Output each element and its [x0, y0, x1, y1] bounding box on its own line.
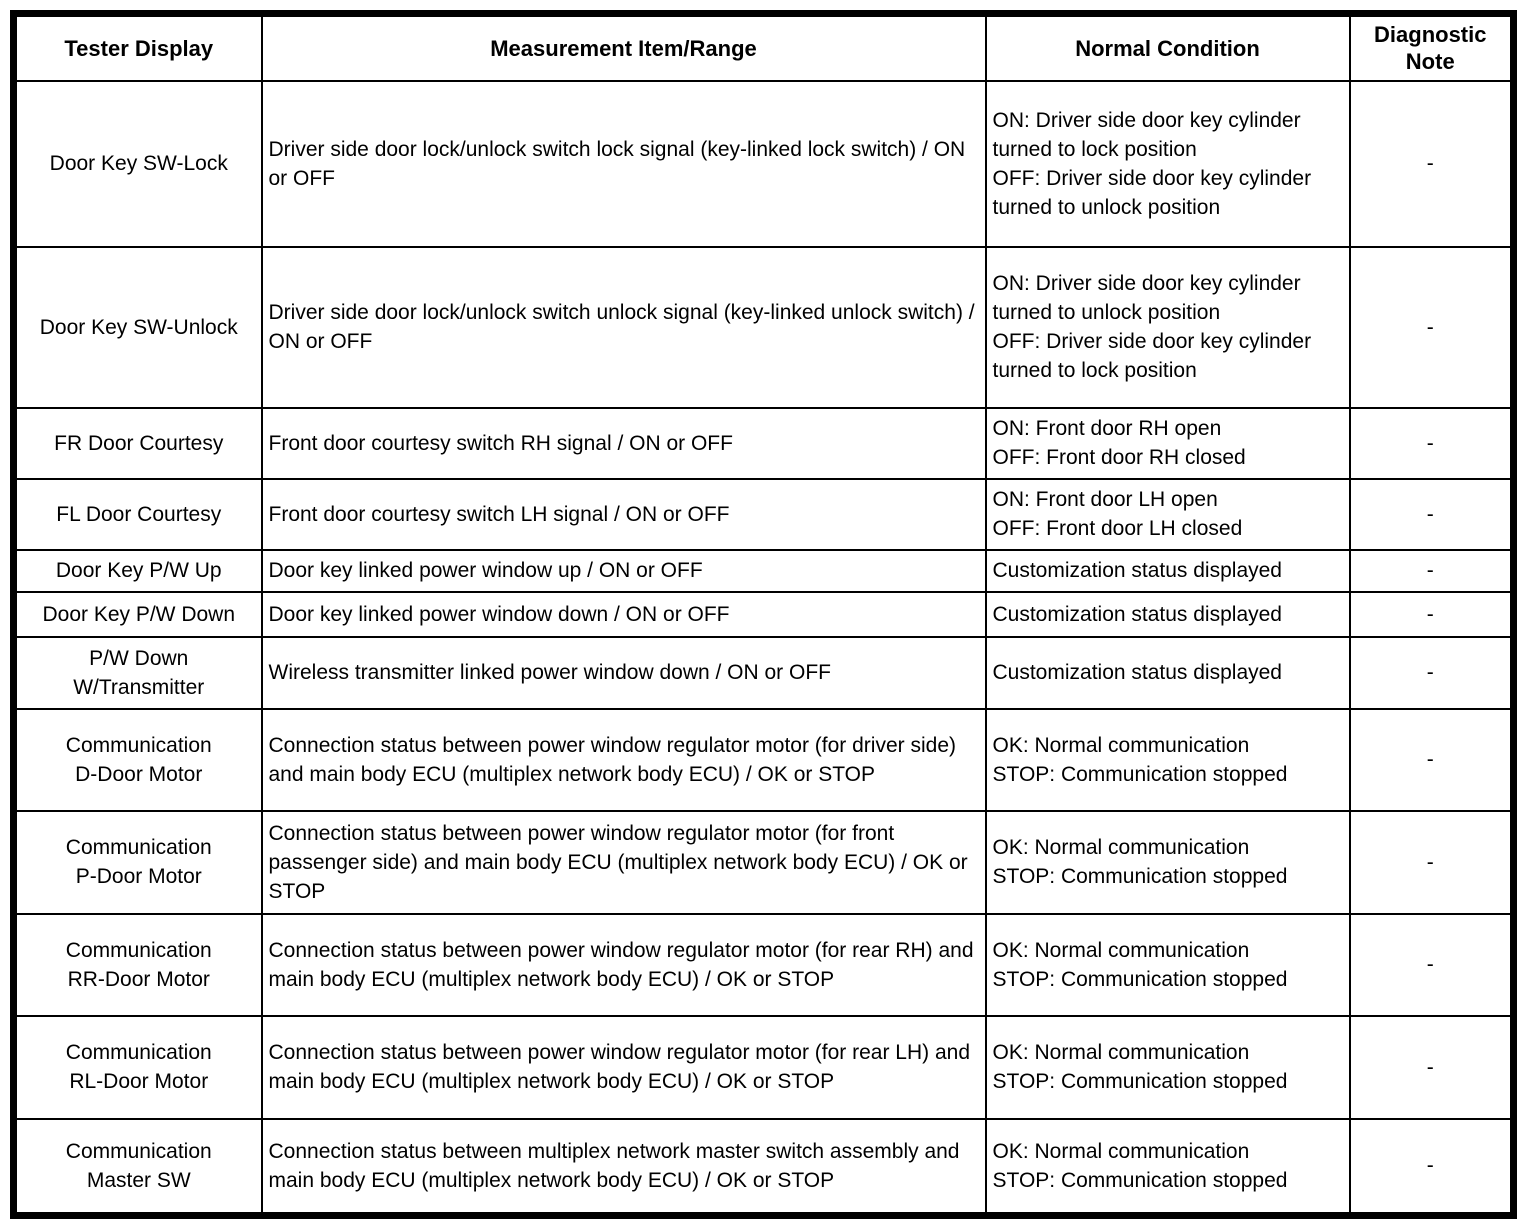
diagnostic-note-cell: - — [1348, 406, 1515, 480]
normal-condition-cell: OK: Normal communication STOP: Communica… — [984, 912, 1351, 1017]
table-row: Communication RL-Door Motor Connection s… — [12, 1014, 1515, 1120]
measurement-cell: Driver side door lock/unlock switch lock… — [260, 79, 987, 248]
column-header-tester-display: Tester Display — [12, 12, 263, 82]
diagnostic-note-cell: - — [1348, 707, 1515, 812]
tester-display-cell: Communication RR-Door Motor — [12, 912, 263, 1017]
normal-condition-cell: Customization status displayed — [984, 548, 1351, 593]
normal-condition-cell: Customization status displayed — [984, 590, 1351, 638]
diagnostic-note-cell: - — [1348, 548, 1515, 593]
measurement-cell: Connection status between power window r… — [260, 707, 987, 812]
table-row: Communication P-Door Motor Connection st… — [12, 809, 1515, 915]
diagnostic-note-cell: - — [1348, 912, 1515, 1017]
table-row: Door Key P/W Down Door key linked power … — [12, 590, 1515, 638]
measurement-cell: Door key linked power window down / ON o… — [260, 590, 987, 638]
diagnostic-note-cell: - — [1348, 635, 1515, 710]
diagnostic-note-cell: - — [1348, 79, 1515, 248]
normal-condition-cell: OK: Normal communication STOP: Communica… — [984, 1014, 1351, 1120]
measurement-cell: Door key linked power window up / ON or … — [260, 548, 987, 593]
column-header-measurement-item-range: Measurement Item/Range — [260, 12, 987, 82]
tester-display-cell: Door Key SW-Unlock — [12, 245, 263, 409]
measurement-cell: Connection status between power window r… — [260, 912, 987, 1017]
column-header-normal-condition: Normal Condition — [984, 12, 1351, 82]
tester-display-cell: FR Door Courtesy — [12, 406, 263, 480]
column-header-diagnostic-note: Diagnostic Note — [1348, 12, 1515, 82]
normal-condition-cell: ON: Front door RH open OFF: Front door R… — [984, 406, 1351, 480]
normal-condition-cell: OK: Normal communication STOP: Communica… — [984, 707, 1351, 812]
normal-condition-cell: ON: Driver side door key cylinder turned… — [984, 79, 1351, 248]
table-row: Door Key P/W Up Door key linked power wi… — [12, 548, 1515, 593]
diagnostic-note-cell: - — [1348, 245, 1515, 409]
measurement-cell: Front door courtesy switch LH signal / O… — [260, 477, 987, 551]
tester-display-cell: Door Key P/W Up — [12, 548, 263, 593]
diagnostic-note-cell: - — [1348, 477, 1515, 551]
table-row: Communication D-Door Motor Connection st… — [12, 707, 1515, 812]
table-row: Communication RR-Door Motor Connection s… — [12, 912, 1515, 1017]
measurement-cell: Connection status between power window r… — [260, 1014, 987, 1120]
table-row: FL Door Courtesy Front door courtesy swi… — [12, 477, 1515, 551]
normal-condition-cell: OK: Normal communication STOP: Communica… — [984, 1117, 1351, 1217]
measurement-cell: Front door courtesy switch RH signal / O… — [260, 406, 987, 480]
tester-display-cell: FL Door Courtesy — [12, 477, 263, 551]
table-header-row: Tester Display Measurement Item/Range No… — [12, 12, 1515, 82]
table-row: Communication Master SW Connection statu… — [12, 1117, 1515, 1217]
tester-display-cell: Communication Master SW — [12, 1117, 263, 1217]
normal-condition-cell: Customization status displayed — [984, 635, 1351, 710]
table-row: Door Key SW-Unlock Driver side door lock… — [12, 245, 1515, 409]
tester-display-cell: Door Key SW-Lock — [12, 79, 263, 248]
measurement-cell: Wireless transmitter linked power window… — [260, 635, 987, 710]
normal-condition-cell: ON: Driver side door key cylinder turned… — [984, 245, 1351, 409]
diagnostic-note-cell: - — [1348, 1014, 1515, 1120]
table-row: P/W Down W/Transmitter Wireless transmit… — [12, 635, 1515, 710]
tester-display-cell: P/W Down W/Transmitter — [12, 635, 263, 710]
tester-display-cell: Communication P-Door Motor — [12, 809, 263, 915]
measurement-cell: Connection status between power window r… — [260, 809, 987, 915]
diagnostic-note-cell: - — [1348, 809, 1515, 915]
tester-display-cell: Communication D-Door Motor — [12, 707, 263, 812]
table-row: Door Key SW-Lock Driver side door lock/u… — [12, 79, 1515, 248]
normal-condition-cell: ON: Front door LH open OFF: Front door L… — [984, 477, 1351, 551]
diagnostic-note-cell: - — [1348, 590, 1515, 638]
normal-condition-cell: OK: Normal communication STOP: Communica… — [984, 809, 1351, 915]
diagnostic-data-list-table: Tester Display Measurement Item/Range No… — [10, 10, 1517, 1219]
tester-display-cell: Door Key P/W Down — [12, 590, 263, 638]
measurement-cell: Driver side door lock/unlock switch unlo… — [260, 245, 987, 409]
tester-display-cell: Communication RL-Door Motor — [12, 1014, 263, 1120]
diagnostic-note-cell: - — [1348, 1117, 1515, 1217]
measurement-cell: Connection status between multiplex netw… — [260, 1117, 987, 1217]
table-row: FR Door Courtesy Front door courtesy swi… — [12, 406, 1515, 480]
